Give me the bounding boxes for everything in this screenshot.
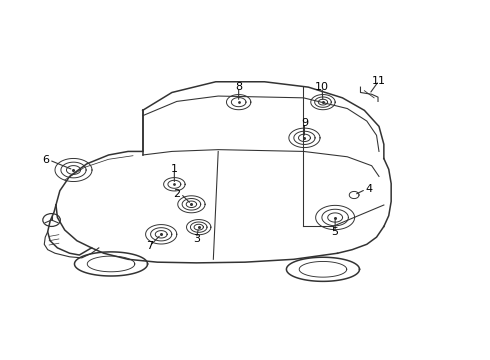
Text: 5: 5 <box>332 227 339 237</box>
Text: 8: 8 <box>235 82 242 92</box>
Text: 2: 2 <box>173 189 181 199</box>
Text: 4: 4 <box>366 184 373 194</box>
Text: 1: 1 <box>171 163 178 174</box>
Text: 3: 3 <box>193 234 200 244</box>
Text: 6: 6 <box>42 155 49 165</box>
Text: 11: 11 <box>372 76 386 86</box>
Text: 9: 9 <box>301 118 308 128</box>
Text: 10: 10 <box>315 82 329 92</box>
Text: 7: 7 <box>147 241 153 251</box>
